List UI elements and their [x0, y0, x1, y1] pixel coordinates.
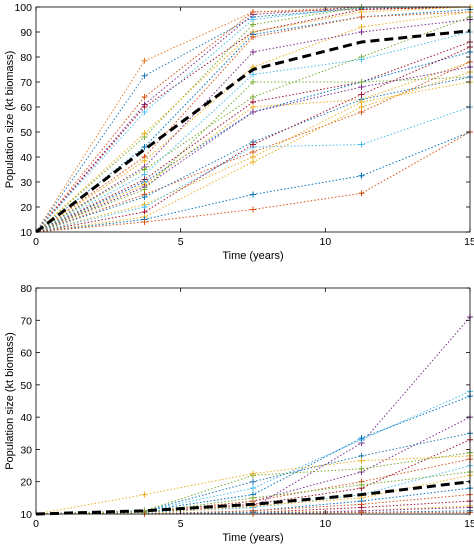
plot-area: [36, 314, 473, 517]
y-tick-label-60: 60: [20, 348, 32, 360]
series-marker-26-2: [250, 206, 256, 213]
series-line-22: [36, 106, 471, 233]
y-tick-label-10: 10: [20, 227, 32, 239]
series-marker-3-2: [250, 9, 256, 15]
series-marker-18-3: [358, 79, 365, 85]
series-marker-8-1: [141, 144, 148, 150]
series-line-9: [36, 11, 471, 233]
series-marker-10-1: [141, 157, 148, 164]
series-marker-7-2: [250, 470, 256, 477]
x-tick-label-0: 0: [33, 518, 39, 530]
series-marker-10-2: [250, 494, 256, 501]
y-tick-label-50: 50: [20, 127, 32, 139]
series-marker-3-1: [141, 94, 148, 100]
x-tick-label-10: 10: [319, 518, 331, 530]
y-tick-label-20: 20: [20, 477, 32, 489]
y-tick-label-40: 40: [20, 152, 32, 164]
series-marker-17-2: [250, 109, 256, 115]
series-marker-9-2: [250, 34, 256, 40]
x-tick-label-10: 10: [319, 236, 331, 248]
series-marker-6-2: [250, 21, 256, 28]
series-marker-9-3: [358, 14, 365, 20]
x-tick-label-15: 15: [464, 236, 474, 248]
series-marker-25-3: [358, 172, 365, 179]
chart-bottom: 0 5 10 15 10 20 30 40 50 60 70 80 Time (years) Popula…: [4, 283, 474, 544]
series-marker-23-3: [358, 91, 365, 98]
y-tick-label-20: 20: [20, 202, 32, 214]
x-tick-label-15: 15: [464, 518, 474, 530]
plot-area: [36, 4, 473, 234]
mean-line: [36, 29, 471, 234]
y-tick-label-90: 90: [20, 27, 32, 39]
axes-frame: [35, 287, 471, 515]
y-tick-label-100: 100: [14, 2, 32, 14]
series-marker-13-3: [358, 56, 365, 63]
series-marker-13-2: [250, 71, 256, 78]
axes-frame: [35, 6, 471, 233]
series-line-8: [36, 9, 471, 233]
x-tick-label-5: 5: [178, 236, 184, 248]
series-line-10: [36, 11, 471, 233]
y-tick-label-30: 30: [20, 177, 32, 189]
y-axis-title: Population size (kt biomass): [4, 51, 16, 189]
y-tick-label-30: 30: [20, 444, 32, 456]
series-marker-23-2: [250, 141, 256, 148]
series-marker-20-1: [141, 194, 148, 200]
series-line-1: [36, 6, 471, 233]
series-marker-7-3: [358, 457, 365, 464]
series-marker-11-3: [358, 29, 365, 35]
y-tick-label-50: 50: [20, 380, 32, 392]
y-tick-label-10: 10: [20, 509, 32, 521]
series-marker-5-1: [141, 109, 148, 115]
series-marker-25-2: [250, 191, 256, 198]
y-tick-label-60: 60: [20, 102, 32, 114]
chart-top: 0 5 10 15 10 20 30 40 50 60 70 80 90 100 Time (years) P…: [4, 2, 474, 262]
series-line-3: [36, 6, 471, 233]
series-marker-10-3: [358, 481, 365, 488]
series-marker-22-3: [358, 141, 365, 148]
series-marker-1-1: [141, 72, 148, 79]
series-marker-24-2: [250, 159, 256, 165]
series-marker-2-3: [358, 435, 365, 442]
mean-line: [36, 480, 471, 516]
y-axis-title: Population size (kt biomass): [4, 332, 16, 470]
y-tick-label-70: 70: [20, 315, 32, 327]
series-line-13: [36, 31, 471, 233]
series-marker-7-1: [141, 491, 148, 498]
series-marker-26-1: [141, 219, 148, 225]
x-tick-label-5: 5: [178, 518, 184, 530]
x-axis-title: Time (years): [222, 250, 283, 262]
series-marker-11-2: [250, 49, 256, 55]
series-marker-0-1: [141, 57, 148, 64]
series-marker-26-3: [358, 190, 365, 197]
y-tick-label-40: 40: [20, 412, 32, 424]
y-tick-label-80: 80: [20, 52, 32, 64]
series-line-14: [36, 41, 471, 233]
x-tick-label-0: 0: [33, 236, 39, 248]
series-marker-6-3: [358, 465, 365, 472]
series-line-6: [36, 452, 471, 515]
series-line-18: [36, 76, 471, 233]
y-tick-label-70: 70: [20, 77, 32, 89]
x-axis-title: Time (years): [222, 532, 283, 544]
series-marker-18-2: [250, 79, 256, 85]
y-tick-label-80: 80: [20, 283, 32, 295]
series-marker-7-1: [141, 130, 148, 137]
series-marker-24-3: [358, 104, 365, 110]
series-line-21: [36, 81, 471, 233]
series-marker-4-2: [250, 478, 256, 485]
series-marker-1-2: [250, 485, 256, 492]
